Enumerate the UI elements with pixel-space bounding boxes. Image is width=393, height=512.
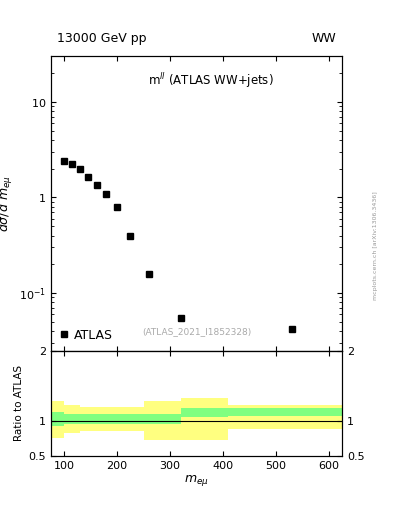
ATLAS — [115, 204, 119, 210]
Text: (ATLAS_2021_I1852328): (ATLAS_2021_I1852328) — [142, 327, 251, 336]
X-axis label: $m_{e\mu}$: $m_{e\mu}$ — [184, 473, 209, 488]
ATLAS — [178, 315, 183, 321]
ATLAS — [95, 182, 99, 188]
ATLAS — [289, 326, 294, 332]
ATLAS — [147, 270, 151, 276]
ATLAS — [86, 174, 90, 180]
ATLAS — [78, 166, 83, 172]
ATLAS — [103, 190, 108, 197]
ATLAS — [70, 161, 75, 167]
Text: 13000 GeV pp: 13000 GeV pp — [57, 32, 147, 45]
Legend: ATLAS: ATLAS — [57, 326, 115, 345]
Text: WW: WW — [311, 32, 336, 45]
ATLAS — [128, 232, 133, 239]
Line: ATLAS: ATLAS — [61, 158, 295, 332]
Text: m$^{ll}$ (ATLAS WW+jets): m$^{ll}$ (ATLAS WW+jets) — [148, 71, 274, 90]
Text: mcplots.cern.ch [arXiv:1306.3436]: mcplots.cern.ch [arXiv:1306.3436] — [373, 191, 378, 300]
ATLAS — [62, 158, 67, 164]
Y-axis label: Ratio to ATLAS: Ratio to ATLAS — [15, 365, 24, 441]
Y-axis label: $d\sigma/d\ m_{e\mu}$: $d\sigma/d\ m_{e\mu}$ — [0, 175, 15, 232]
